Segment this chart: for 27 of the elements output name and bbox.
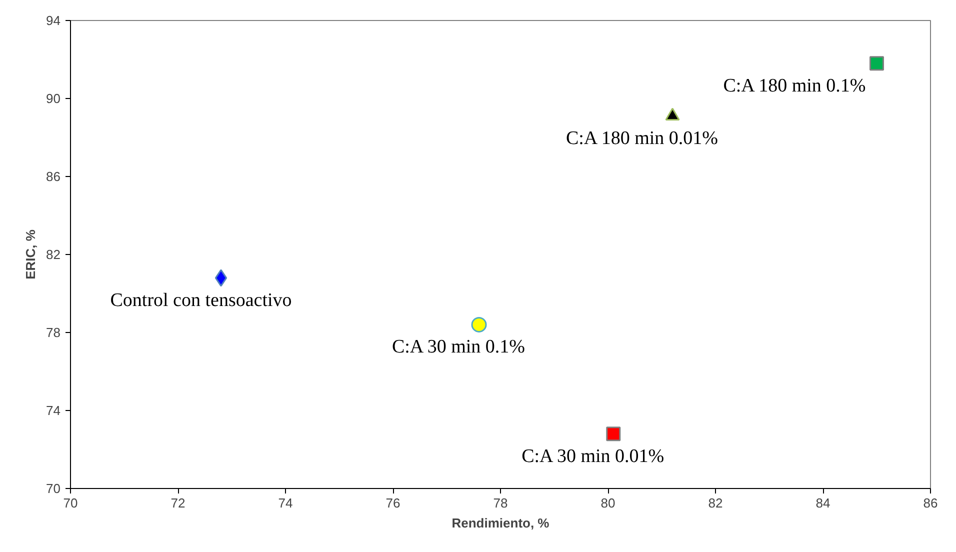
- x-tick-label: 72: [170, 496, 186, 510]
- y-tick-label: 94: [46, 13, 61, 28]
- point: [606, 426, 621, 442]
- x-tick-label: 84: [816, 496, 830, 510]
- x-tick-label: 86: [923, 496, 938, 510]
- x-tick-label: 78: [493, 496, 508, 510]
- x-axis-title: Rendimiento, %: [452, 516, 550, 530]
- point: [870, 56, 884, 71]
- point: [214, 269, 228, 287]
- y-tick-label: 74: [46, 403, 61, 418]
- x-tick-label: 82: [708, 496, 723, 510]
- point: [471, 316, 487, 332]
- y-tick-label: 70: [46, 481, 61, 496]
- x-tick-label: 80: [600, 496, 616, 510]
- y-tick-label: 82: [46, 247, 61, 262]
- y-tick-label: 78: [46, 325, 61, 340]
- series-label: C:A 30 min 0.01%: [522, 446, 664, 467]
- x-tick-label: 76: [386, 496, 400, 510]
- y-tick-label: 86: [46, 169, 61, 184]
- series-label: C:A 30 min 0.1%: [392, 336, 526, 358]
- y-axis-title: ERIC, %: [23, 229, 38, 280]
- y-tick-label: 90: [46, 91, 61, 106]
- x-tick-label: 74: [278, 496, 293, 510]
- series-label: Control con tensoactivo: [110, 290, 292, 311]
- series-label: C:A 180 min 0.1%: [723, 75, 866, 96]
- series-label: C:A 180 min 0.01%: [566, 128, 718, 150]
- x-tick-label: 70: [63, 496, 78, 510]
